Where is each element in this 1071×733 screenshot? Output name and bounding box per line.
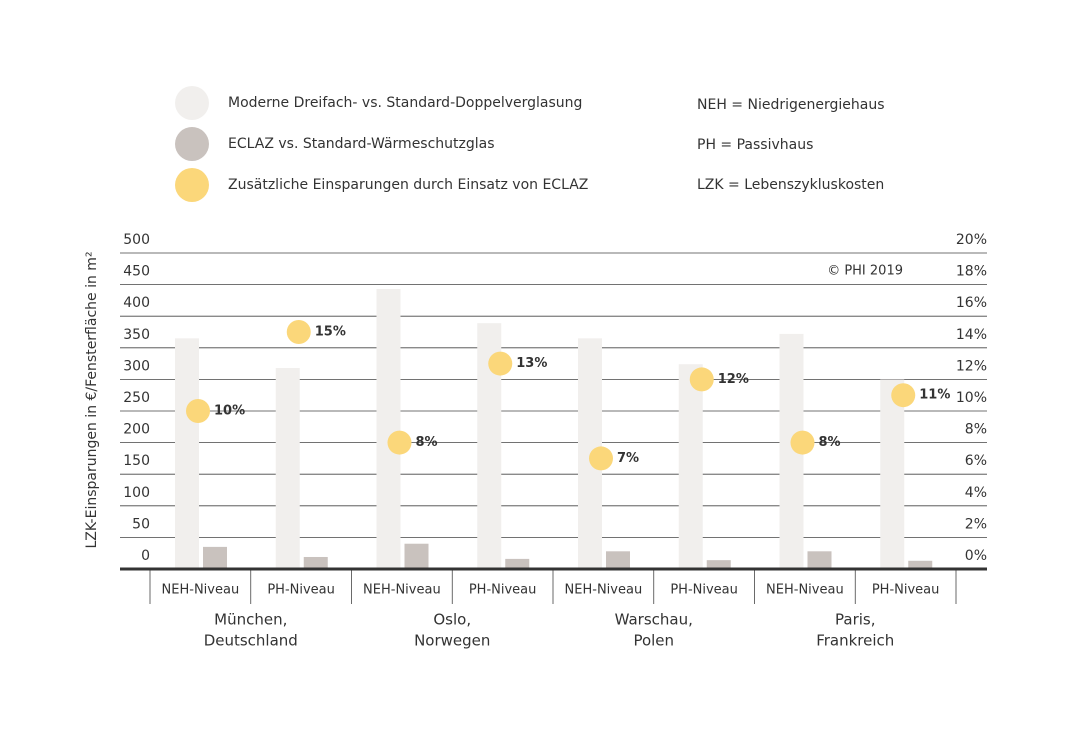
- bar: [678, 364, 703, 569]
- legend-label: ECLAZ vs. Standard-Wärmeschutzglas: [228, 136, 495, 152]
- x-tick-label: NEH-Niveau: [766, 583, 844, 598]
- y-tick-label: 250: [123, 390, 150, 406]
- bar: [606, 551, 630, 569]
- y-tick-label: 450: [123, 264, 150, 280]
- y-axis-label: LZK-Einsparungen in €/Fensterfläche in m…: [84, 251, 100, 548]
- y2-tick-label: 2%: [965, 516, 987, 532]
- y2-tick-label: 8%: [965, 422, 987, 438]
- y2-tick-label: 0%: [965, 548, 987, 564]
- bar: [706, 560, 731, 569]
- bar: [376, 289, 401, 569]
- y2-tick-label: 12%: [956, 358, 987, 374]
- group-label: Norwegen: [414, 632, 490, 650]
- marker: [790, 430, 815, 455]
- x-tick-label: PH-Niveau: [469, 583, 537, 598]
- y-tick-label: 400: [123, 295, 150, 311]
- bar: [880, 379, 905, 569]
- legend-swatch: [175, 168, 209, 202]
- value-label: 7%: [617, 451, 639, 466]
- y-tick-label: 350: [123, 327, 150, 343]
- x-tick-label: PH-Niveau: [670, 583, 738, 598]
- bar: [175, 338, 199, 569]
- x-tick-label: PH-Niveau: [872, 583, 940, 598]
- y-tick-label: 0: [141, 548, 150, 564]
- group-label: Polen: [633, 632, 674, 650]
- y2-tick-label: 20%: [956, 232, 987, 248]
- legend-label: Zusätzliche Einsparungen durch Einsatz v…: [228, 177, 588, 193]
- x-tick-label: PH-Niveau: [267, 583, 335, 598]
- y-tick-label: 500: [123, 232, 150, 248]
- y2-tick-label: 10%: [956, 390, 987, 406]
- legend-swatch: [175, 86, 209, 120]
- y-tick-label: 150: [123, 453, 150, 469]
- legend-note: PH = Passivhaus: [697, 137, 813, 153]
- marker: [186, 399, 210, 423]
- value-label: 8%: [416, 435, 438, 450]
- marker: [286, 320, 311, 344]
- value-label: 15%: [315, 325, 346, 340]
- y-tick-label: 200: [123, 422, 150, 438]
- value-label: 11%: [919, 388, 950, 403]
- bar: [203, 546, 227, 569]
- group-label: Oslo,: [433, 611, 471, 629]
- bar: [303, 556, 328, 569]
- marker: [589, 446, 613, 471]
- bar: [505, 558, 530, 569]
- y-tick-label: 50: [132, 516, 150, 532]
- x-tick-label: NEH-Niveau: [363, 583, 441, 598]
- group-label: Warschau,: [615, 611, 693, 629]
- marker: [891, 383, 916, 408]
- group-label: Deutschland: [204, 632, 298, 650]
- bar: [404, 543, 429, 569]
- bar: [908, 560, 933, 569]
- y2-tick-label: 4%: [965, 485, 987, 501]
- value-label: 13%: [516, 356, 547, 371]
- y-tick-label: 100: [123, 485, 150, 501]
- group-label: Paris,: [835, 611, 875, 629]
- legend-note: LZK = Lebenszykluskosten: [697, 177, 884, 193]
- group-label: München,: [214, 611, 287, 629]
- x-tick-label: NEH-Niveau: [162, 583, 240, 598]
- value-label: 12%: [718, 372, 749, 387]
- legend-swatch: [175, 127, 209, 161]
- bar: [275, 368, 300, 569]
- legend-note: NEH = Niedrigenergiehaus: [697, 97, 885, 113]
- group-label: Frankreich: [816, 632, 894, 650]
- y2-tick-label: 16%: [956, 295, 987, 311]
- bar: [807, 551, 832, 569]
- y2-tick-label: 18%: [956, 264, 987, 280]
- marker: [488, 351, 513, 376]
- x-tick-label: NEH-Niveau: [565, 583, 643, 598]
- value-label: 10%: [214, 404, 245, 419]
- annotation: © PHI 2019: [827, 264, 903, 279]
- marker: [689, 367, 714, 392]
- marker: [387, 430, 412, 455]
- y-tick-label: 300: [123, 358, 150, 374]
- y2-tick-label: 6%: [965, 453, 987, 469]
- value-label: 8%: [819, 435, 841, 450]
- legend-label: Moderne Dreifach- vs. Standard-Doppelver…: [228, 95, 582, 111]
- y2-tick-label: 14%: [956, 327, 987, 343]
